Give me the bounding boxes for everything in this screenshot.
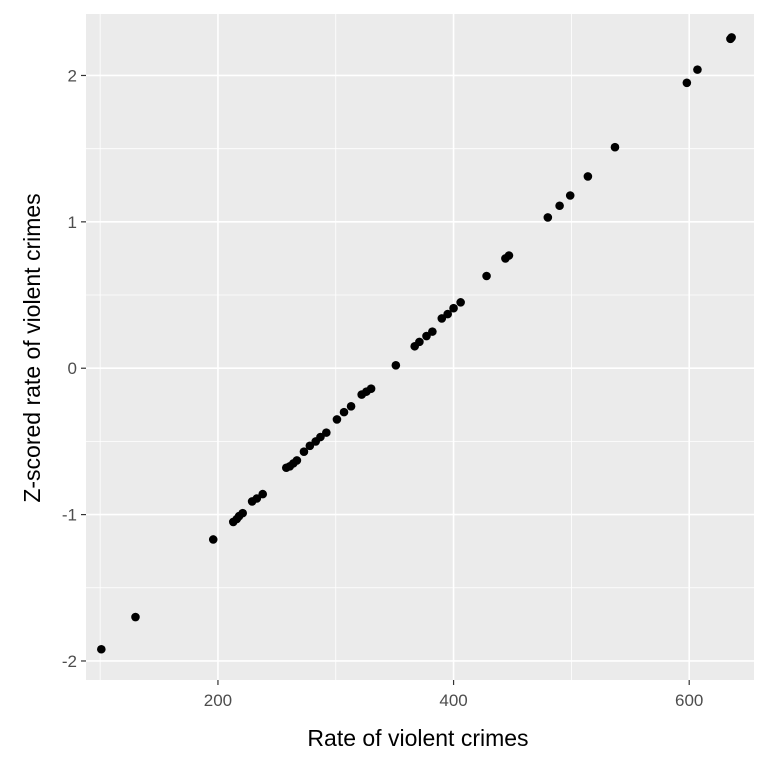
y-tick-label: -2 — [62, 652, 77, 671]
data-point — [415, 337, 424, 347]
data-point — [258, 489, 268, 499]
data-point — [449, 303, 458, 313]
data-point — [346, 401, 356, 411]
data-point — [437, 314, 447, 323]
data-point — [316, 432, 325, 442]
data-point — [292, 456, 302, 465]
data-point — [305, 441, 315, 451]
data-point — [97, 644, 106, 654]
y-tick-label: -1 — [62, 506, 77, 525]
data-point — [693, 65, 702, 74]
data-point — [610, 142, 620, 152]
y-tick-label: 1 — [68, 213, 77, 232]
data-point — [208, 535, 218, 544]
data-point — [682, 78, 692, 88]
data-point — [391, 360, 401, 370]
plot-panel — [86, 14, 754, 680]
data-point — [456, 298, 465, 307]
data-point — [727, 33, 736, 42]
data-point — [252, 494, 262, 503]
data-point — [238, 508, 247, 518]
data-points — [97, 33, 736, 654]
data-point — [443, 309, 452, 319]
data-point — [555, 201, 564, 211]
data-point — [339, 407, 349, 417]
data-point — [504, 251, 514, 260]
data-point — [332, 415, 342, 424]
data-point — [565, 191, 575, 200]
minor-gridlines — [86, 14, 754, 680]
data-point — [366, 384, 376, 394]
y-tick-label: 2 — [68, 66, 77, 85]
y-axis-title: Z-scored rate of violent crimes — [19, 193, 45, 502]
data-point — [428, 327, 437, 336]
major-gridlines — [86, 14, 754, 680]
data-point — [299, 447, 309, 456]
data-point — [583, 172, 593, 181]
data-point — [482, 271, 491, 281]
x-axis-ticks: 200 400 600 — [204, 680, 703, 710]
x-axis-title: Rate of violent crimes — [307, 725, 528, 751]
data-point — [131, 612, 140, 622]
y-tick-label: 0 — [68, 359, 77, 378]
data-point — [543, 213, 553, 222]
x-tick-label: 400 — [439, 691, 467, 710]
y-axis-ticks: -2 -1 0 1 2 — [62, 66, 86, 671]
x-tick-label: 600 — [675, 691, 703, 710]
x-tick-label: 200 — [204, 691, 232, 710]
data-point — [422, 331, 431, 341]
data-point — [322, 428, 331, 437]
